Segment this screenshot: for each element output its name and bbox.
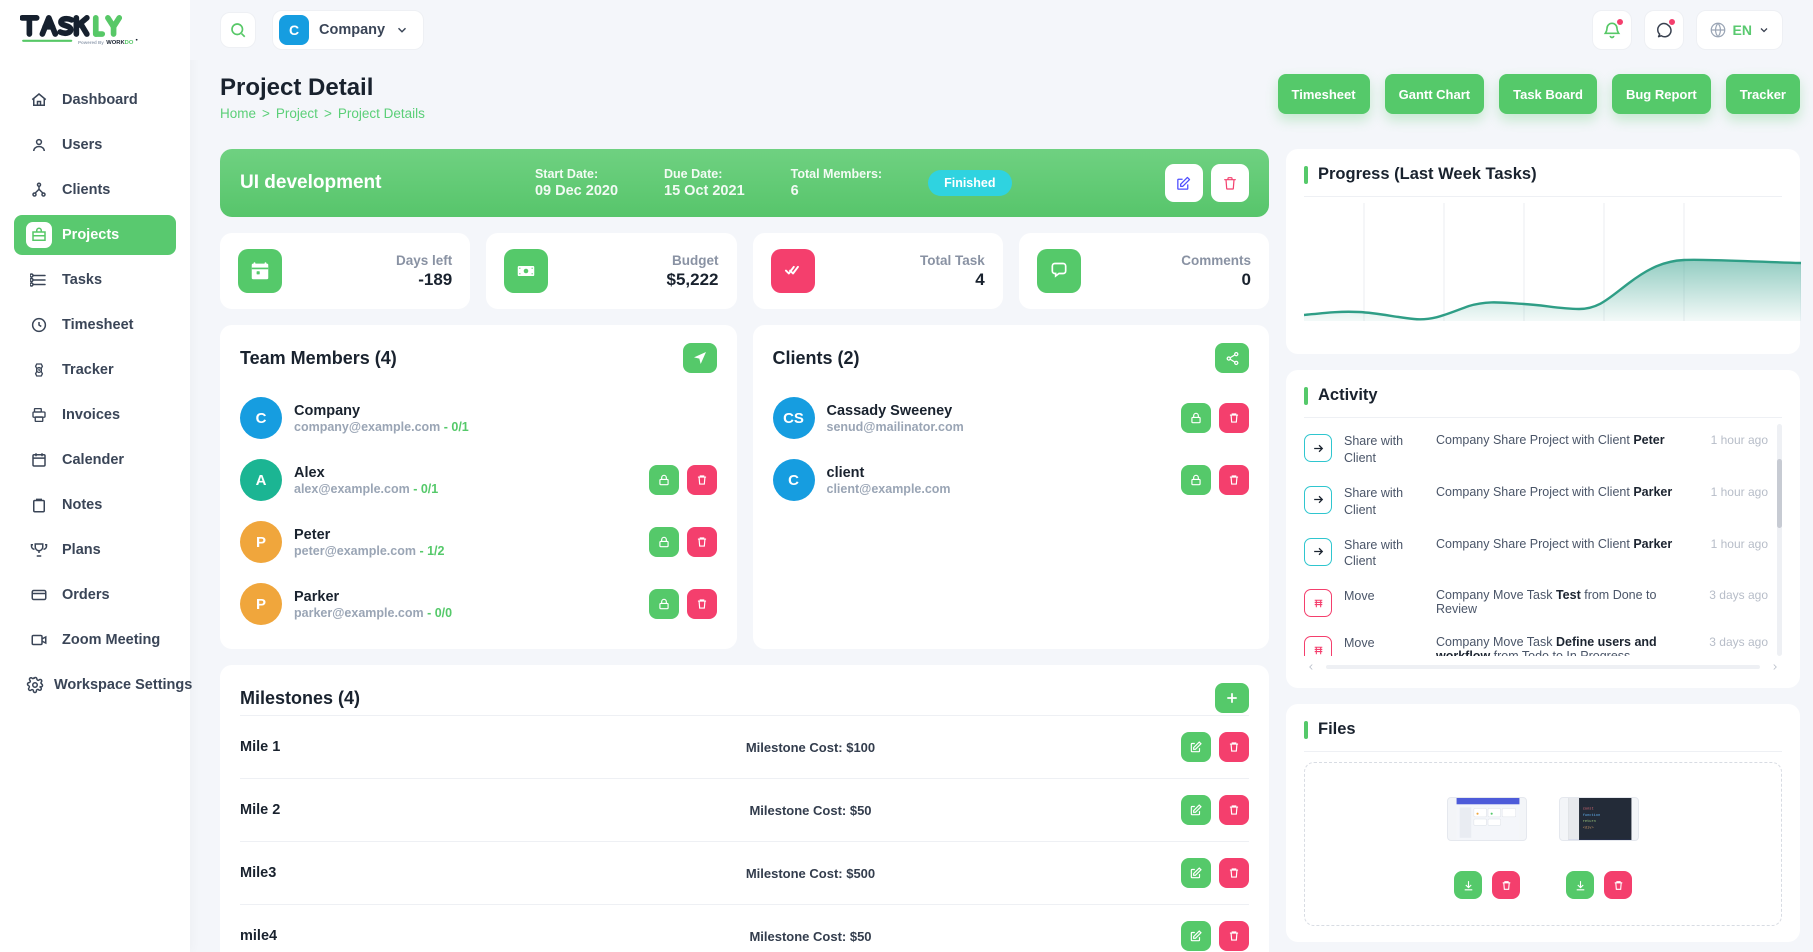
svg-text:<div>: <div> xyxy=(1583,825,1594,830)
svg-text:const: const xyxy=(1583,808,1594,812)
svg-text:function: function xyxy=(1583,813,1601,818)
svg-text:return: return xyxy=(1583,820,1596,824)
svg-text:Powered By: Powered By xyxy=(78,40,104,45)
svg-text:WORKDO: WORKDO xyxy=(106,40,134,46)
